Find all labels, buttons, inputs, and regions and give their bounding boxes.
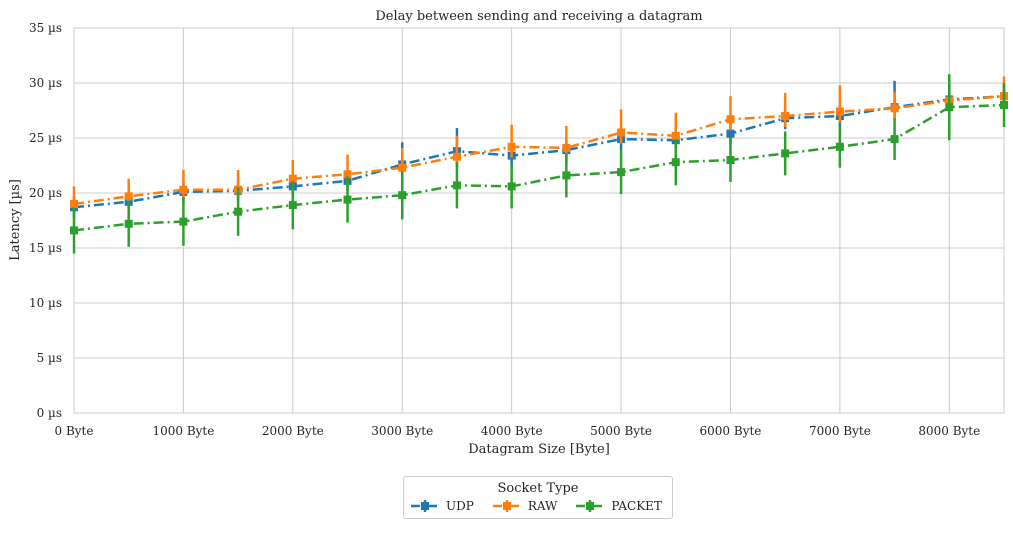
- udp-point: [726, 129, 735, 138]
- x-tick-label: 3000 Byte: [371, 424, 433, 438]
- x-tick-label: 8000 Byte: [918, 424, 980, 438]
- packet-point: [835, 142, 844, 151]
- packet-point: [124, 219, 133, 228]
- udp-line: [73, 94, 1005, 209]
- packet-point: [945, 103, 954, 112]
- raw-point: [507, 142, 516, 151]
- raw-point: [452, 152, 461, 161]
- legend-label-packet: PACKET: [611, 499, 662, 513]
- raw-point: [671, 131, 680, 140]
- legend: Socket Type UDP RAW: [403, 476, 673, 519]
- y-tick-label: 15 µs: [29, 241, 62, 255]
- packet-point: [617, 168, 626, 177]
- packet-point: [452, 181, 461, 190]
- packet-point: [70, 226, 78, 235]
- legend-label-udp: UDP: [446, 499, 474, 513]
- y-tick-label: 30 µs: [29, 76, 62, 90]
- x-tick-label: 7000 Byte: [809, 424, 871, 438]
- packet-point: [671, 158, 680, 167]
- raw-point: [179, 185, 188, 194]
- raw-point: [398, 163, 407, 172]
- legend-swatch-packet: [576, 500, 605, 512]
- raw-point: [562, 143, 571, 152]
- raw-point: [835, 107, 844, 116]
- packet-point: [890, 135, 899, 144]
- packet-point: [726, 156, 735, 164]
- x-tick-label: 5000 Byte: [590, 424, 652, 438]
- series-raw: [70, 76, 1008, 215]
- packet-point: [234, 207, 243, 216]
- packet-line: [73, 103, 1005, 232]
- raw-point: [617, 128, 626, 137]
- series-packet: [70, 74, 1008, 254]
- legend-swatch-udp: [411, 500, 439, 512]
- y-tick-label: 0 µs: [37, 406, 62, 420]
- y-axis-label: Latency [µs]: [8, 179, 23, 261]
- legend-entry-raw: RAW: [492, 499, 558, 513]
- raw-point: [890, 104, 899, 113]
- x-tick-label: 2000 Byte: [262, 424, 324, 438]
- legend-label-raw: RAW: [527, 499, 558, 513]
- legend-entry-packet: PACKET: [575, 499, 662, 513]
- chart-title: Delay between sending and receiving a da…: [375, 9, 702, 24]
- packet-point: [781, 149, 790, 158]
- packet-point: [1000, 101, 1008, 109]
- axes: 0 µs 5 µs 10 µs 15 µs 20 µs 25 µs 30 µs 35 µs 0 …: [29, 21, 1005, 438]
- legend-title: Socket Type: [497, 481, 579, 496]
- y-tick-label: 25 µs: [29, 131, 62, 145]
- packet-point: [343, 195, 352, 204]
- y-tick-label: 10 µs: [29, 296, 62, 310]
- x-tick-label: 0 Byte: [55, 424, 94, 438]
- x-tick-label: 4000 Byte: [481, 424, 543, 438]
- x-tick-label: 6000 Byte: [700, 424, 762, 438]
- series-layer: [70, 74, 1008, 254]
- x-axis-label: Datagram Size [Byte]: [468, 442, 610, 457]
- raw-point: [781, 112, 790, 120]
- packet-point: [507, 182, 516, 191]
- raw-point: [343, 170, 352, 179]
- raw-point: [124, 192, 133, 201]
- raw-point: [726, 115, 735, 124]
- raw-point: [288, 174, 297, 183]
- legend-entries: UDP RAW PACKET: [410, 499, 662, 513]
- raw-line: [73, 94, 1005, 206]
- packet-point: [288, 201, 297, 210]
- y-tick-label: 5 µs: [37, 351, 62, 365]
- y-tick-label: 35 µs: [29, 21, 62, 35]
- packet-point: [179, 217, 188, 226]
- legend-swatch-raw: [492, 500, 521, 512]
- x-tick-label: 1000 Byte: [152, 424, 214, 438]
- packet-point: [562, 171, 571, 180]
- y-tick-label: 20 µs: [29, 186, 62, 200]
- packet-point: [398, 191, 407, 200]
- raw-point: [70, 200, 78, 208]
- legend-entry-udp: UDP: [410, 499, 474, 513]
